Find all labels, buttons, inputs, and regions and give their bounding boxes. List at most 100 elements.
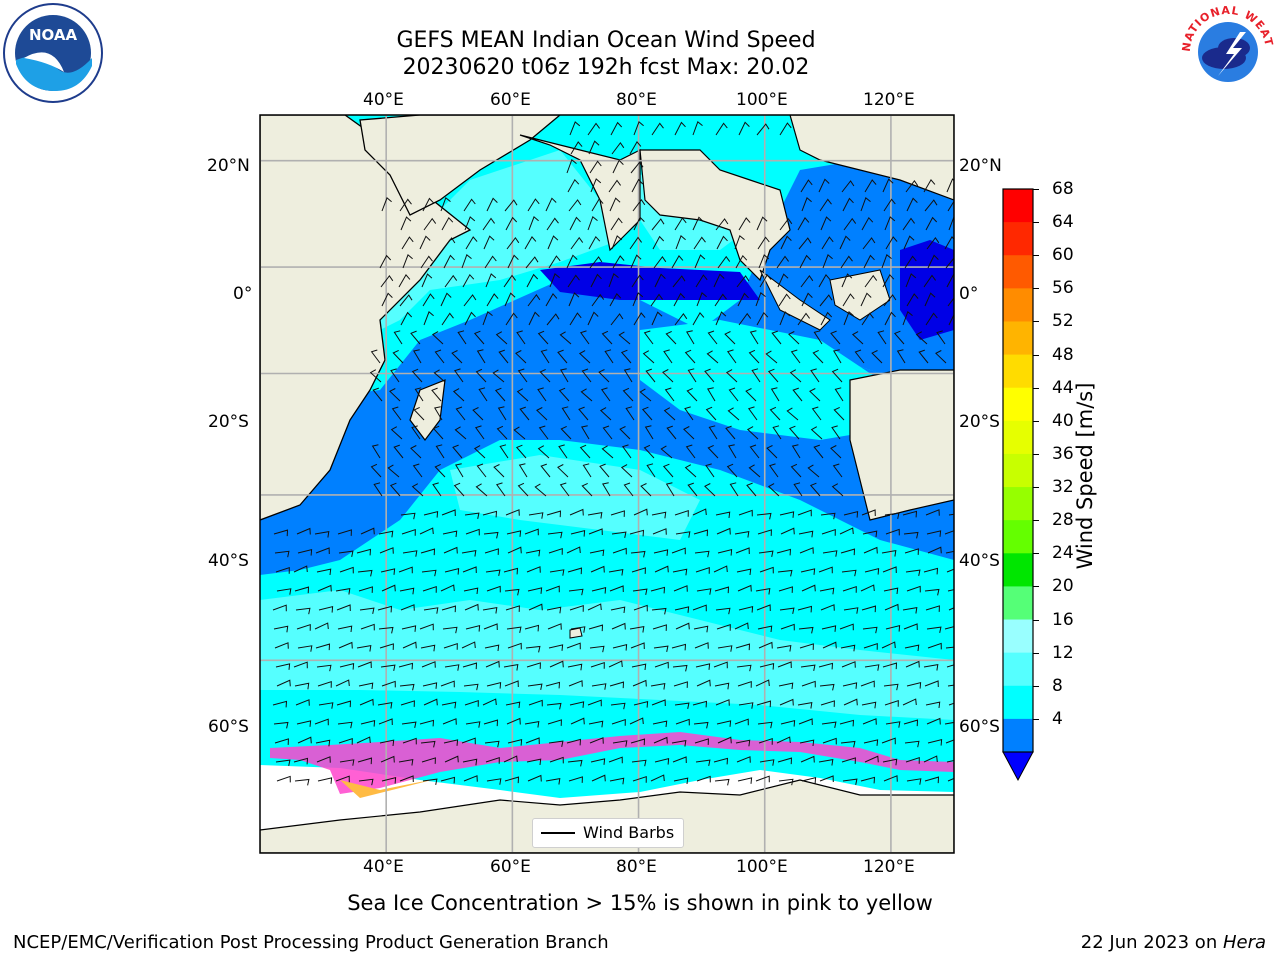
wind-barb <box>936 330 946 345</box>
wind-barb <box>633 121 644 136</box>
wind-barb <box>581 368 592 383</box>
wind-barb <box>568 776 583 783</box>
wind-barb <box>560 368 569 383</box>
lat-tick-right-40s: 40°S <box>959 551 1000 571</box>
wind-barb <box>339 566 354 574</box>
wind-barb <box>948 216 954 231</box>
wind-barb <box>293 757 309 765</box>
wind-barb <box>485 273 497 288</box>
wind-barb <box>401 721 417 729</box>
wind-barb <box>318 702 334 709</box>
wind-barb <box>524 624 540 632</box>
wind-barb <box>864 664 880 671</box>
wind-barb <box>483 623 498 631</box>
colorbar-segment <box>1003 487 1033 521</box>
footer-date-text: 22 Jun 2023 on <box>1080 932 1223 953</box>
wind-barb <box>608 272 619 288</box>
wind-barb <box>338 550 354 558</box>
wind-barb <box>549 273 560 288</box>
wind-barb <box>547 235 559 250</box>
wind-barb <box>503 274 517 288</box>
wind-barb <box>945 550 954 554</box>
wind-barb <box>651 699 666 707</box>
wind-barb <box>840 548 856 556</box>
wind-barb <box>610 606 626 614</box>
wind-barb <box>526 758 542 766</box>
wind-barb <box>831 483 844 497</box>
wind-barb <box>693 721 709 729</box>
wind-barb <box>497 406 507 421</box>
wind-barb <box>713 565 728 573</box>
wind-barb <box>462 662 478 670</box>
antarctica-land <box>260 779 954 853</box>
wind-barb <box>675 235 686 250</box>
wind-barb <box>799 739 815 747</box>
wind-barb <box>629 529 645 537</box>
wind-barb <box>451 350 463 364</box>
wind-barb <box>685 444 696 459</box>
wind-barb <box>528 216 539 231</box>
wind-barb <box>671 547 686 555</box>
wind-barb <box>569 312 582 326</box>
wind-barb <box>377 605 393 613</box>
wind-barb <box>297 548 313 556</box>
wind-barb <box>358 586 373 593</box>
wind-barb <box>525 549 541 557</box>
wind-barb <box>623 368 633 383</box>
wind-barb <box>483 719 499 727</box>
wind-barb <box>462 758 478 766</box>
wind-barb <box>608 568 624 576</box>
wind-barb <box>547 531 563 539</box>
wind-barb <box>423 510 439 518</box>
wind-barb <box>496 425 508 440</box>
wind-barb <box>746 426 759 440</box>
wind-barb <box>948 313 954 326</box>
wind-barb <box>370 349 381 364</box>
wind-barb <box>337 625 353 633</box>
wind-barb <box>275 567 290 574</box>
wind-barb <box>715 607 731 615</box>
wind-barb <box>609 585 624 593</box>
wind-barb <box>566 254 578 269</box>
wind-barb <box>272 700 288 708</box>
wind-barb <box>566 158 577 174</box>
wind-barb <box>611 719 626 726</box>
wind-barb <box>587 699 602 707</box>
wind-barb <box>622 387 634 402</box>
wind-barb <box>612 159 624 174</box>
wind-barb <box>821 721 837 729</box>
wind-barb <box>465 721 481 728</box>
wind-barb <box>503 755 518 763</box>
wind-barb <box>589 737 604 744</box>
wind-barb <box>390 426 403 440</box>
wind-barb <box>380 755 395 763</box>
wind-barb <box>465 236 478 250</box>
wind-barb <box>548 548 563 555</box>
wind-barb <box>431 331 444 345</box>
wind-barb <box>799 643 814 650</box>
wind-barb <box>612 643 628 651</box>
wind-barb <box>506 717 521 725</box>
wind-barb <box>674 510 689 517</box>
wind-barb <box>653 255 667 269</box>
wind-barb <box>412 463 423 478</box>
wind-barb <box>526 566 541 573</box>
wind-barb <box>756 604 771 612</box>
wind-barb <box>557 349 568 364</box>
wind-barb <box>736 568 752 576</box>
noaa-logo-text: NOAA <box>29 26 78 44</box>
wind-barb <box>457 330 467 345</box>
wind-barb <box>818 758 834 766</box>
wind-barb <box>780 719 796 727</box>
wind-barb <box>356 548 372 556</box>
wind-barb <box>925 701 941 709</box>
wind-barb <box>601 330 613 345</box>
legend-label: Wind Barbs <box>583 823 675 842</box>
wind-barb <box>515 444 527 459</box>
wind-barb <box>604 349 614 364</box>
wind-barb <box>566 546 581 554</box>
wind-barb <box>687 482 698 497</box>
wind-barb <box>798 718 813 726</box>
wind-barb <box>694 642 709 649</box>
wind-barb <box>834 387 844 402</box>
